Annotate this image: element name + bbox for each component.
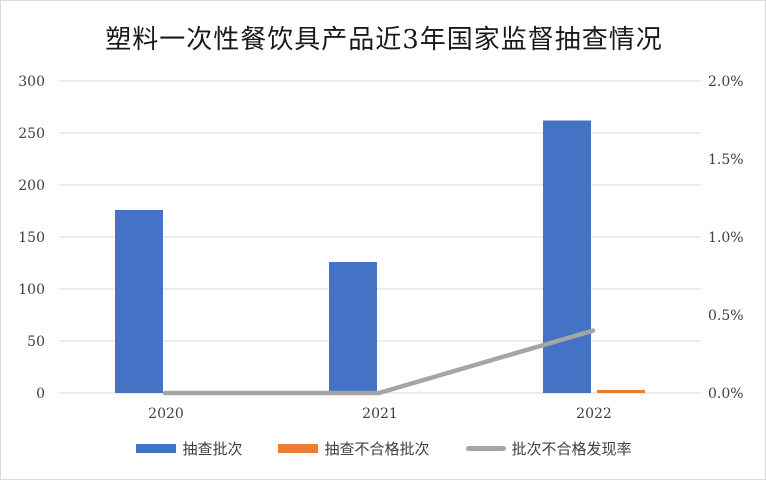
y-left-tick-label: 250	[18, 126, 45, 142]
legend-label-unqualified: 抽查不合格批次	[324, 440, 430, 458]
y-right-tick-label: 0.5%	[708, 308, 744, 324]
y-left-tick-label: 150	[18, 230, 45, 246]
bar-inspected	[115, 209, 163, 393]
x-tick-label: 2020	[148, 406, 184, 422]
y-left-tick-label: 300	[18, 74, 45, 90]
y-right-tick-label: 0.0%	[708, 386, 744, 402]
y-left-tick-label: 0	[36, 386, 45, 402]
y-right-tick-label: 1.0%	[708, 230, 744, 246]
chart-legend: 抽查批次 抽查不合格批次 批次不合格发现率	[1, 438, 766, 459]
legend-item-rate: 批次不合格发现率	[465, 438, 632, 459]
line-rate	[162, 328, 596, 396]
chart-title: 塑料一次性餐饮具产品近3年国家监督抽查情况	[105, 25, 663, 55]
legend-item-unqualified: 抽查不合格批次	[278, 438, 430, 459]
legend-swatch-rate	[465, 446, 506, 451]
y-left-tick-label: 200	[18, 178, 45, 194]
legend-swatch-unqualified	[278, 444, 319, 453]
bar-inspected	[543, 120, 591, 394]
y-right-tick-label: 2.0%	[708, 74, 744, 90]
legend-label-inspected: 抽查批次	[182, 440, 243, 458]
y-left-tick-label: 100	[18, 282, 45, 298]
chart-plot: 0 50 100 150 200 250 300 0.0% 0.5% 1.0% 1.5% 2.0% 20…	[18, 74, 744, 422]
bar-unqualified	[597, 389, 645, 393]
legend-item-inspected: 抽查批次	[136, 438, 242, 459]
legend-label-rate: 批次不合格发现率	[511, 440, 632, 458]
y-right-tick-label: 1.5%	[708, 152, 744, 168]
legend-swatch-inspected	[136, 444, 177, 453]
bar-inspected	[329, 261, 377, 393]
x-tick-label: 2022	[576, 406, 612, 422]
x-tick-label: 2021	[362, 406, 398, 422]
y-left-tick-label: 50	[27, 334, 45, 350]
